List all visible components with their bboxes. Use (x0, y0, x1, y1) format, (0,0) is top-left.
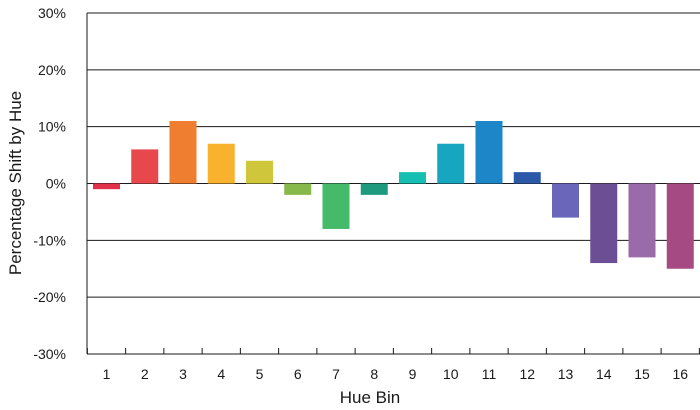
x-tick-label: 10 (443, 366, 459, 382)
y-axis-title: Percentage Shift by Hue (6, 91, 25, 275)
y-tick-label: 30% (38, 5, 66, 21)
x-tick-label: 6 (294, 366, 302, 382)
x-tick-label: 11 (482, 366, 497, 382)
y-tick-label: 0% (46, 176, 66, 192)
bar-11 (475, 120, 503, 184)
bars (93, 120, 694, 269)
bar-15 (628, 183, 656, 258)
bar-16 (666, 183, 694, 269)
x-tick-label: 8 (370, 366, 378, 382)
bar-2 (131, 149, 159, 184)
bar-10 (437, 143, 465, 184)
axes (86, 13, 700, 354)
x-tick-label: 15 (634, 366, 650, 382)
bar-12 (513, 172, 541, 184)
x-tick-label: 7 (332, 366, 340, 382)
x-tick-label: 13 (558, 366, 574, 382)
x-tick-label: 3 (179, 366, 187, 382)
x-tick-label: 14 (596, 366, 612, 382)
bar-14 (590, 183, 618, 264)
bar-7 (322, 183, 350, 229)
x-tick-label: 1 (103, 366, 111, 382)
y-tick-labels: -30% -20% -10% 0% 10% 20% 30% (33, 5, 66, 362)
x-tick-label: 4 (217, 366, 225, 382)
x-tick-label: 16 (672, 366, 688, 382)
x-tick-label: 5 (256, 366, 264, 382)
bar-4 (207, 143, 235, 184)
bar-9 (399, 172, 426, 184)
bar-6 (284, 183, 312, 195)
bar-13 (552, 183, 579, 218)
y-tick-label: 10% (38, 119, 66, 135)
bar-3 (169, 120, 197, 184)
bar-8 (360, 183, 388, 195)
x-tick-label: 2 (141, 366, 149, 382)
x-tick-label: 12 (519, 366, 535, 382)
y-tick-label: -30% (33, 346, 66, 362)
bar-5 (246, 160, 273, 184)
y-tick-label: -20% (33, 289, 66, 305)
x-tick-labels: 1 2 3 4 5 6 7 8 9 10 11 12 13 14 15 16 (103, 366, 689, 382)
y-tick-label: 20% (38, 62, 66, 78)
x-axis-title: Hue Bin (340, 388, 400, 407)
x-tick-label: 9 (409, 366, 417, 382)
y-tick-label: -10% (33, 232, 66, 248)
bar-1 (93, 183, 120, 190)
